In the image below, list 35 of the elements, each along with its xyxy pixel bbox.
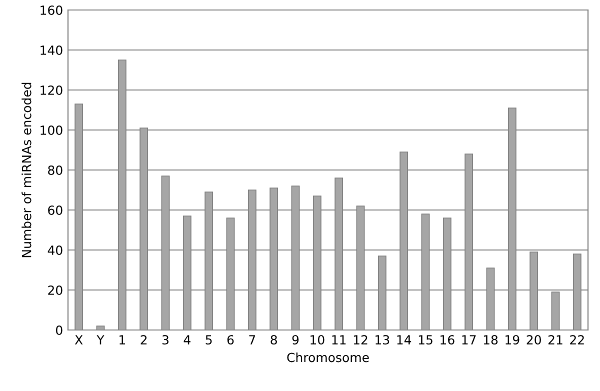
x-tick-label: 5 [206,335,212,345]
y-tick-label: 140 [40,45,62,55]
y-axis-title: Number of miRNAs encoded [22,82,32,258]
x-tick-label: 3 [162,335,168,345]
y-tick-label: 20 [48,285,62,295]
y-tick-label: 100 [40,125,62,135]
x-tick-label: 7 [249,335,256,344]
x-tick-label: 12 [354,335,368,344]
x-tick-label: 10 [310,335,324,345]
x-tick-label: 14 [397,335,412,344]
x-tick-label: Y [96,335,104,344]
x-tick-label: X [74,335,83,344]
x-tick-label: 15 [418,335,432,345]
x-tick-label: 13 [376,335,390,345]
x-tick-label: 16 [440,335,454,345]
x-tick-label: 4 [184,335,190,344]
x-tick-label: 8 [270,335,277,345]
x-tick-label: 6 [227,335,234,345]
y-tick-label: 160 [40,5,62,15]
x-tick-label: 18 [484,335,498,345]
y-tick-label: 120 [40,85,62,95]
x-tick-label: 20 [526,335,541,345]
y-tick-label: 80 [48,165,62,175]
x-tick-label: 17 [462,335,476,344]
y-tick-label: 60 [48,205,62,215]
x-tick-label: 19 [506,335,520,345]
x-tick-label: 22 [570,335,584,344]
x-tick-label: 21 [548,335,562,344]
x-tick-label: 1 [120,335,125,344]
x-axis-title: Chromosome [287,352,369,362]
x-tick-label: 2 [140,335,147,344]
x-tick-label: 9 [292,335,299,345]
x-tick-label: 11 [332,335,346,344]
y-tick-label: 40 [48,245,62,255]
y-tick-label: 0 [56,325,62,335]
